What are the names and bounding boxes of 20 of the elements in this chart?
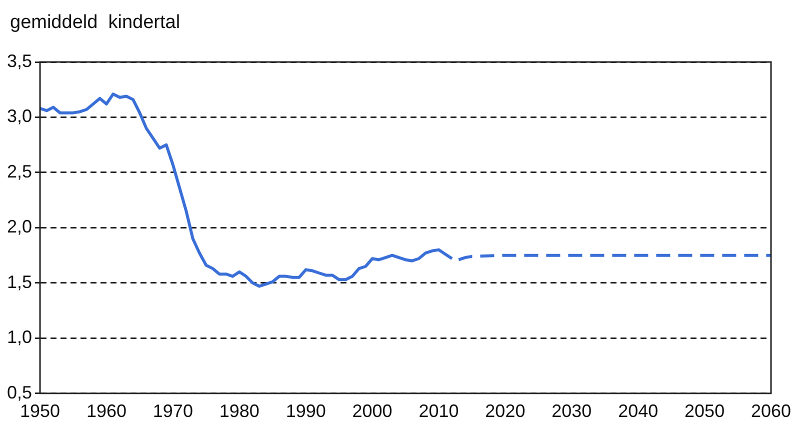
x-tick-label: 2000 xyxy=(352,401,392,422)
y-tick-label: 2,0 xyxy=(6,216,32,237)
x-tick-label: 2020 xyxy=(485,401,526,422)
y-tick-label: 3,0 xyxy=(6,106,32,126)
x-tick-label: 1990 xyxy=(286,401,326,422)
x-tick-label: 1950 xyxy=(20,401,60,422)
x-tick-label: 2060 xyxy=(750,401,792,422)
x-tick-label: 2050 xyxy=(684,401,725,422)
x-tick-label: 2030 xyxy=(552,401,592,422)
y-axis-title: gemiddeld kindertal xyxy=(10,12,180,34)
x-tick-label: 1970 xyxy=(152,401,193,422)
y-tick-label: 1,5 xyxy=(6,272,32,292)
y-tick-label: 0,5 xyxy=(6,382,32,402)
x-tick-label: 2040 xyxy=(618,401,658,422)
x-tick-label: 2010 xyxy=(418,401,459,422)
x-tick-label: 1980 xyxy=(219,401,260,422)
y-tick-label: 3,5 xyxy=(6,50,32,71)
y-tick-label: 1,0 xyxy=(6,327,32,348)
x-tick-label: 1960 xyxy=(86,401,126,422)
y-tick-label: 2,5 xyxy=(6,161,32,182)
